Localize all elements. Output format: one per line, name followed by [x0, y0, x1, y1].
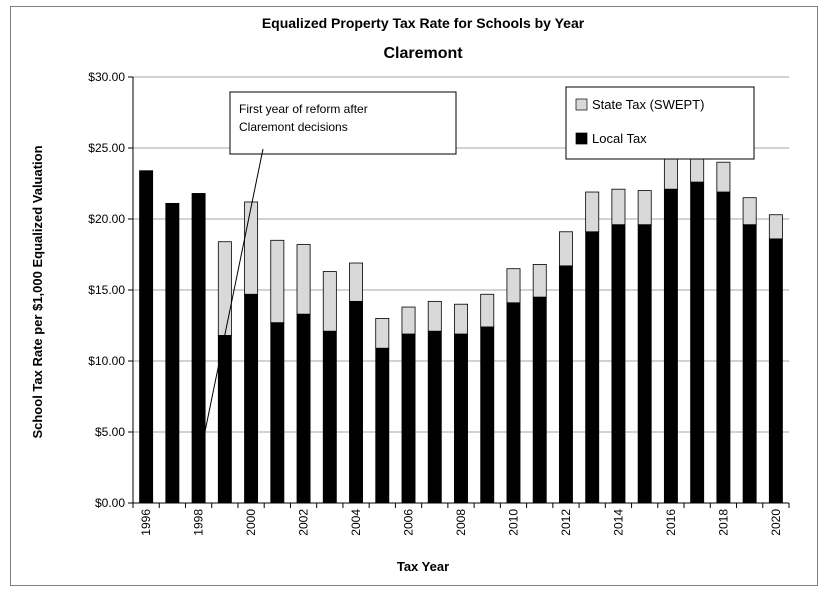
- bar-state-tax-2007: [427, 300, 442, 332]
- x-tick-label: 1996: [139, 509, 153, 536]
- bar-state-tax-2010: [506, 268, 521, 304]
- bar-local-tax-2017: [690, 181, 705, 504]
- bar-local-tax-2006: [401, 333, 416, 504]
- bar-local-tax-2000: [244, 293, 259, 504]
- x-tick-label: 2018: [716, 509, 730, 536]
- bar-local-tax-2002: [296, 313, 311, 504]
- bar-local-tax-1997: [165, 202, 180, 504]
- y-tick-label: $10.00: [88, 354, 125, 368]
- bar-local-tax-1999: [217, 335, 232, 504]
- bar-state-tax-2020: [768, 214, 783, 240]
- x-tick-label: 2012: [559, 509, 573, 536]
- x-axis-label: Tax Year: [397, 559, 449, 574]
- legend-box: [565, 86, 755, 160]
- y-axis-label: School Tax Rate per $1,000 Equalized Val…: [30, 145, 45, 438]
- legend: State Tax (SWEPT) Local Tax: [565, 86, 755, 160]
- x-axis-ticks: 1996 1998 2000 2002 2004 2006 2008 2010 2012 2014…: [132, 503, 790, 536]
- y-axis-ticks: $0.00 $5.00 $10.00 $15.00 $20.00 $25.00 $30.00: [88, 70, 133, 510]
- bar-local-tax-1998: [191, 193, 206, 504]
- bar-local-tax-2003: [322, 330, 337, 504]
- x-tick-label: 2002: [297, 509, 311, 536]
- legend-label-local-tax: Local Tax: [592, 131, 647, 146]
- bar-state-tax-2013: [585, 191, 600, 233]
- bar-local-tax-2001: [270, 322, 285, 504]
- bar-state-tax-2012: [559, 231, 573, 267]
- bar-local-tax-2019: [742, 224, 757, 504]
- legend-swatch-local-tax: [575, 132, 588, 145]
- bars: [139, 146, 783, 504]
- bar-local-tax-2009: [480, 326, 495, 504]
- bar-state-tax-2002: [296, 244, 311, 315]
- annotation-arrow: [200, 148, 264, 452]
- legend-swatch-state-tax: [575, 98, 588, 111]
- bar-state-tax-2018: [716, 161, 731, 193]
- bar-state-tax-2015: [637, 190, 652, 226]
- bar-local-tax-2013: [585, 231, 600, 504]
- bar-local-tax-2014: [611, 224, 626, 504]
- y-tick-label: $0.00: [95, 496, 125, 510]
- x-tick-label: 2020: [769, 509, 783, 536]
- bar-state-tax-1999: [217, 241, 232, 336]
- annotation-box: [229, 91, 457, 155]
- bar-local-tax-2016: [663, 188, 678, 504]
- x-tick-label: 2008: [454, 509, 468, 536]
- axes: [132, 77, 789, 504]
- legend-label-state-tax: State Tax (SWEPT): [592, 97, 704, 112]
- x-tick-label: 2016: [664, 509, 678, 536]
- x-tick-label: 2014: [611, 509, 625, 536]
- bar-state-tax-2014: [611, 188, 626, 226]
- chart-title: Equalized Property Tax Rate for Schools …: [262, 15, 585, 31]
- bar-local-tax-2004: [349, 300, 364, 504]
- bar-state-tax-2008: [454, 303, 468, 335]
- annotation-callout: First year of reform after Claremont dec…: [200, 91, 457, 452]
- bar-local-tax-2020: [768, 238, 783, 504]
- chart-subtitle: Claremont: [383, 45, 463, 62]
- bar-local-tax-2018: [716, 191, 731, 504]
- bar-local-tax-2011: [532, 296, 547, 504]
- bar-state-tax-2006: [401, 306, 416, 335]
- annotation-line-2: Claremont decisions: [239, 120, 348, 134]
- bar-local-tax-1996: [139, 170, 154, 504]
- bar-local-tax-2012: [559, 265, 573, 504]
- annotation-line-1: First year of reform after: [239, 102, 368, 116]
- bar-local-tax-2015: [637, 224, 652, 504]
- bar-state-tax-2003: [322, 271, 337, 332]
- y-tick-label: $25.00: [88, 141, 125, 155]
- bar-state-tax-2019: [742, 197, 757, 226]
- bar-state-tax-2011: [532, 264, 547, 298]
- x-tick-label: 2006: [402, 509, 416, 536]
- bar-local-tax-2010: [506, 302, 521, 504]
- bar-state-tax-2009: [480, 293, 495, 328]
- bar-local-tax-2007: [427, 330, 442, 504]
- y-tick-label: $20.00: [88, 212, 125, 226]
- y-tick-label: $5.00: [95, 425, 125, 439]
- y-tick-label: $15.00: [88, 283, 125, 297]
- y-tick-label: $30.00: [88, 70, 125, 84]
- bar-state-tax-2004: [349, 262, 364, 302]
- bar-state-tax-2001: [270, 239, 285, 324]
- x-tick-label: 2010: [506, 509, 520, 536]
- bar-local-tax-2005: [375, 347, 390, 504]
- bar-local-tax-2008: [454, 333, 468, 504]
- stacked-bar-chart: Equalized Property Tax Rate for Schools …: [30, 15, 790, 574]
- chart-frame: Equalized Property Tax Rate for Schools …: [10, 6, 818, 586]
- x-tick-label: 2004: [349, 509, 363, 536]
- bar-state-tax-2000: [244, 201, 259, 295]
- x-tick-label: 1998: [192, 509, 206, 536]
- bar-state-tax-2005: [375, 317, 390, 349]
- x-tick-label: 2000: [244, 509, 258, 536]
